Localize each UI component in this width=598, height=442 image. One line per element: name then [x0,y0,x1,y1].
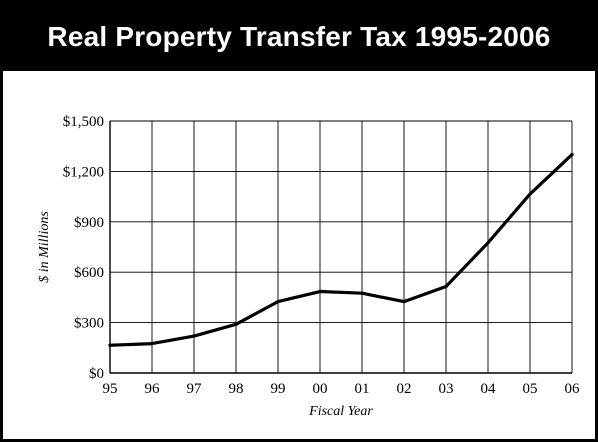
x-axis-label: Fiscal Year [308,404,373,419]
x-tick-label: 98 [229,381,244,397]
data-point [402,300,406,304]
x-tick-label: 02 [397,381,412,397]
x-tick-label: 05 [523,381,538,397]
y-tick-labels: $0 $300 $600 $900 $1,200 $1,500 [63,114,104,382]
y-tick-label: $1,200 [63,164,104,180]
data-point [528,192,532,196]
x-tick-label: 97 [187,381,203,397]
y-tick-label: $900 [74,215,104,231]
data-point [192,334,196,338]
data-point [486,241,490,245]
grid [109,120,573,374]
x-tick-label: 96 [145,381,161,397]
x-tick-label: 01 [355,381,370,397]
data-point [108,343,112,347]
y-tick-label: $1,500 [63,114,104,130]
y-axis-label: $ in Millions [37,211,52,283]
data-point [234,322,238,326]
x-tick-label: 95 [103,381,118,397]
x-tick-label: 04 [481,381,497,397]
series-layer [108,152,574,347]
data-point [150,342,154,346]
x-tick-label: 03 [439,381,454,397]
x-tick-labels: 95 96 97 98 99 00 01 02 03 04 05 06 [103,381,581,397]
y-tick-label: $600 [74,265,104,281]
y-tick-label: $300 [74,316,104,332]
x-tick-label: 06 [565,381,581,397]
data-point [276,300,280,304]
data-point [570,153,574,157]
x-tick-label: 99 [271,381,286,397]
data-point [444,284,448,289]
x-tick-label: 00 [313,381,328,397]
series-line [108,152,574,347]
line-chart: $0 $300 $600 $900 $1,200 $1,500 95 96 97 98 99 00 0… [37,114,581,419]
title-bar: Real Property Transfer Tax 1995-2006 [3,3,595,71]
y-tick-label: $0 [89,366,104,382]
chart-title: Real Property Transfer Tax 1995-2006 [47,21,551,52]
data-point [318,289,322,294]
data-point [360,291,364,295]
